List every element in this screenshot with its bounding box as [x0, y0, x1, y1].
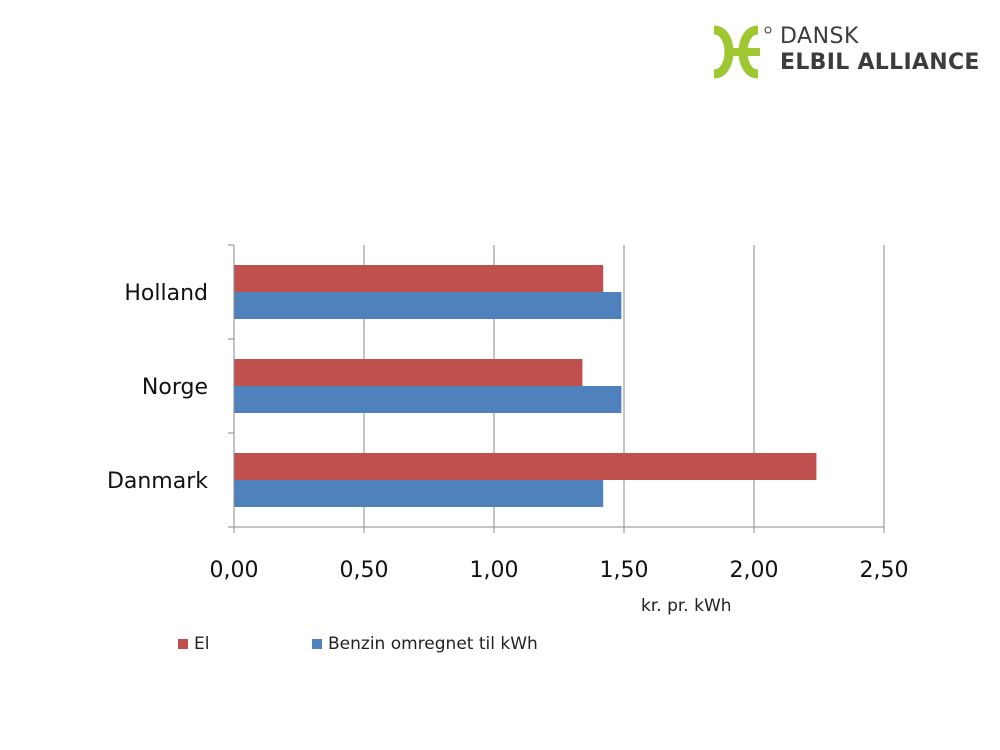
chart-axes [228, 244, 885, 533]
legend-swatch-el [178, 639, 188, 649]
bar-benzin-norge [234, 386, 622, 413]
x-tick-label: 2,50 [860, 558, 909, 583]
x-tick-label: 1,00 [470, 558, 519, 583]
x-tick-label: 2,00 [730, 558, 779, 583]
x-axis-title: kr. pr. kWh [641, 596, 732, 616]
legend-swatch-benzin [312, 639, 322, 649]
chart-labels: 0,00 0,50 1,00 1,50 2,00 2,50 Holland Norge Danm… [107, 281, 909, 583]
elbil-alliance-logo-icon [713, 25, 772, 79]
category-label: Danmark [107, 469, 208, 494]
logo-text-line1: DANSK [780, 24, 859, 49]
chart-bars [234, 265, 817, 507]
x-tick-label: 1,50 [600, 558, 649, 583]
legend-label-el: El [194, 634, 210, 654]
legend-label-benzin: Benzin omregnet til kWh [328, 634, 538, 654]
x-tick-label: 0,00 [210, 558, 259, 583]
legend-item-benzin: Benzin omregnet til kWh [312, 632, 538, 656]
logo: DANSK ELBIL ALLIANCE [708, 24, 988, 80]
bar-el-norge [234, 359, 583, 386]
legend-item-el: El [178, 632, 209, 656]
bar-benzin-holland [234, 292, 622, 319]
category-label: Norge [142, 375, 208, 400]
x-tick-label: 0,50 [340, 558, 389, 583]
bar-el-danmark [234, 453, 817, 480]
logo-text-line2: ELBIL ALLIANCE [780, 50, 980, 75]
category-label: Holland [124, 281, 208, 306]
bar-el-holland [234, 265, 604, 292]
bar-benzin-danmark [234, 480, 604, 507]
